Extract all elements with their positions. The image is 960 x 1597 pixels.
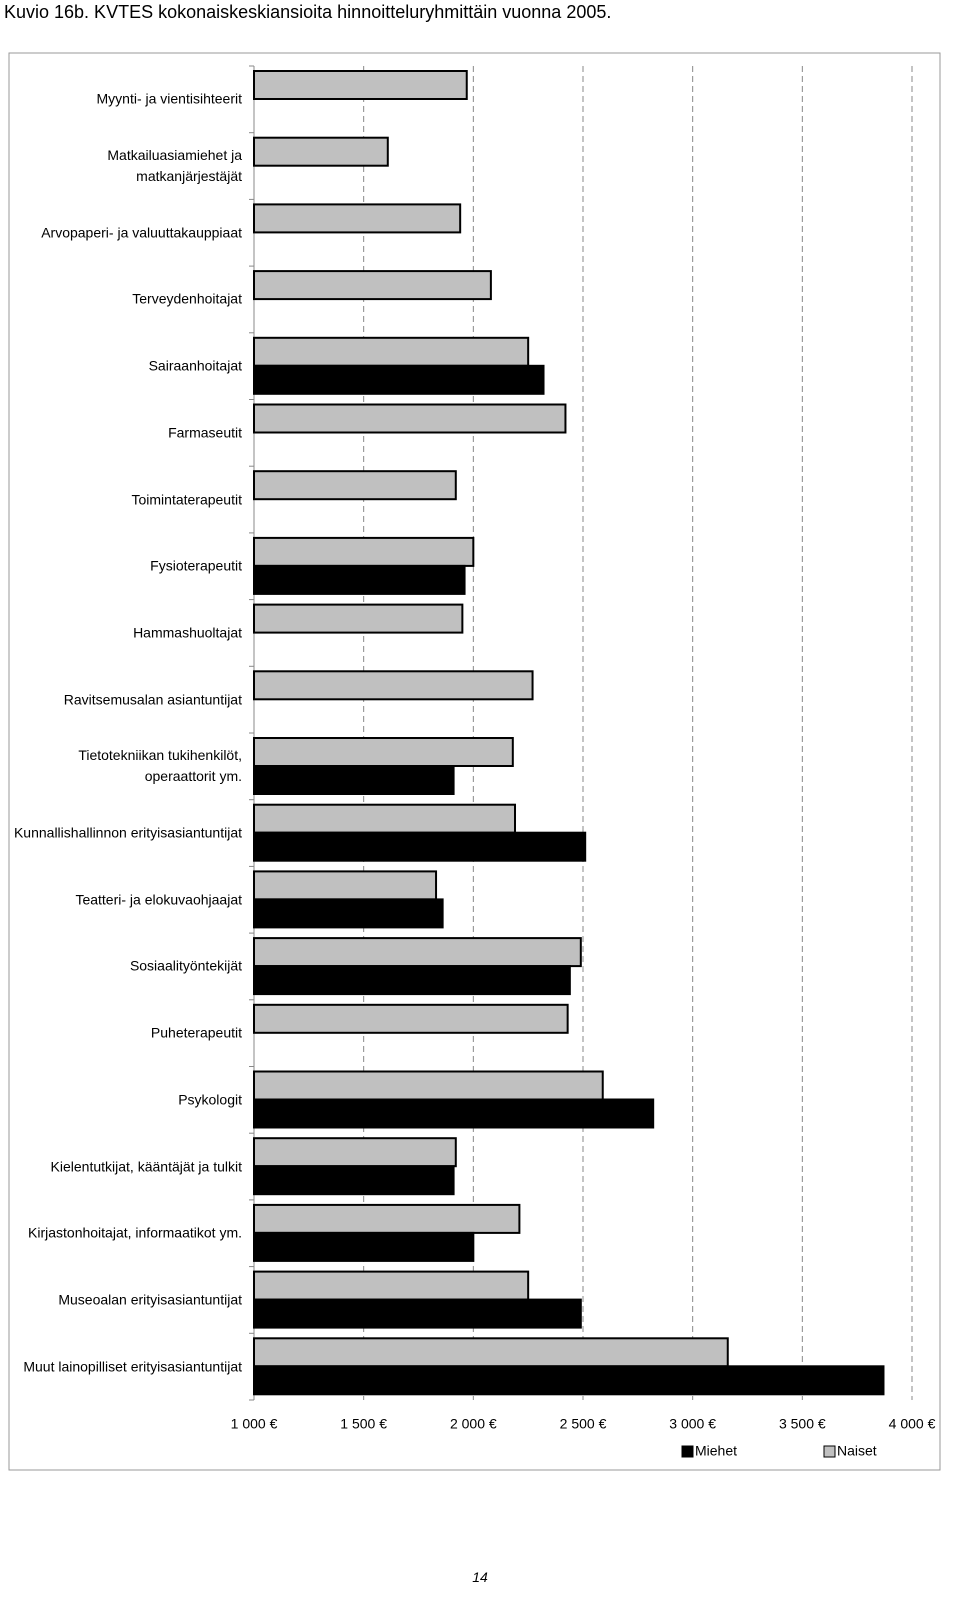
bar [253,1337,729,1368]
category-label: Tietotekniikan tukihenkilöt, operaattori… [78,747,242,785]
bar [253,803,517,834]
x-tick-label: 3 500 € [779,1416,826,1432]
bar [253,737,514,767]
category-label: Teatteri- ja elokuvaohjaajat [75,891,242,908]
category-label: Sosiaalityöntekijät [129,957,242,974]
chart-frame [8,52,941,1471]
bar [253,564,466,595]
bar [253,1231,475,1262]
bar [253,1298,582,1329]
page-number: 14 [472,1569,488,1585]
category-label: Farmaseutit [168,424,242,441]
legend-label: Miehet [695,1443,737,1459]
x-tick-label: 3 000 € [669,1416,716,1432]
x-tick-label: 2 500 € [560,1416,607,1432]
category-label: Muut lainopilliset erityisasiantuntijat [23,1358,242,1375]
bar [253,136,389,167]
legend-swatch [681,1445,694,1458]
category-label: Hammashuoltajat [133,624,242,641]
category-label: Arvopaperi- ja valuuttakauppiaat [41,224,242,241]
bar [253,403,567,434]
category-label: Kielentutkijat, kääntäjät ja tulkit [50,1158,242,1175]
bar [253,670,534,701]
bar [253,1165,455,1196]
legend-swatch [823,1445,836,1458]
bar [253,1098,655,1129]
bar [253,1203,521,1234]
bar [253,203,462,234]
bar [253,1070,604,1101]
category-label: Myynti- ja vientisihteerit [96,90,243,107]
x-tick-label: 1 500 € [340,1416,387,1432]
category-label: Museoalan erityisasiantuntijat [58,1291,242,1308]
category-label: Psykologit [178,1091,242,1108]
category-label: Terveydenhoitajat [132,290,242,307]
category-label: Fysioterapeutit [150,557,242,574]
x-tick-label: 4 000 € [889,1416,936,1432]
bar [253,937,582,968]
bar [253,831,587,862]
bar [253,603,464,634]
bar [253,70,468,100]
bar [253,765,455,795]
bar [253,1270,530,1301]
legend-label: Naiset [837,1443,877,1459]
bar [253,336,530,367]
bar [253,870,438,901]
x-tick-label: 1 000 € [231,1416,278,1432]
bar [253,1003,569,1034]
category-label: Matkailuasiamiehet ja matkanjärjestäjät [107,147,242,185]
category-label: Toimintaterapeutit [131,491,242,508]
bar [253,1137,457,1168]
bar [253,1365,885,1396]
category-label: Kunnallishallinnon erityisasiantuntijat [13,824,242,841]
bar [253,965,571,996]
category-label: Kirjastonhoitajat, informaatikot ym. [28,1224,242,1241]
bar [253,898,444,929]
bar [253,536,475,567]
category-label: Sairaanhoitajat [148,357,242,374]
x-tick-label: 2 000 € [450,1416,497,1432]
bar [253,364,545,395]
bar [253,270,492,301]
bar [253,470,457,501]
chart-title: Kuvio 16b. KVTES kokonaiskeskiansioita h… [4,2,612,22]
category-label: Puheterapeutit [150,1024,242,1041]
category-label: Ravitsemusalan asiantuntijat [63,691,242,708]
